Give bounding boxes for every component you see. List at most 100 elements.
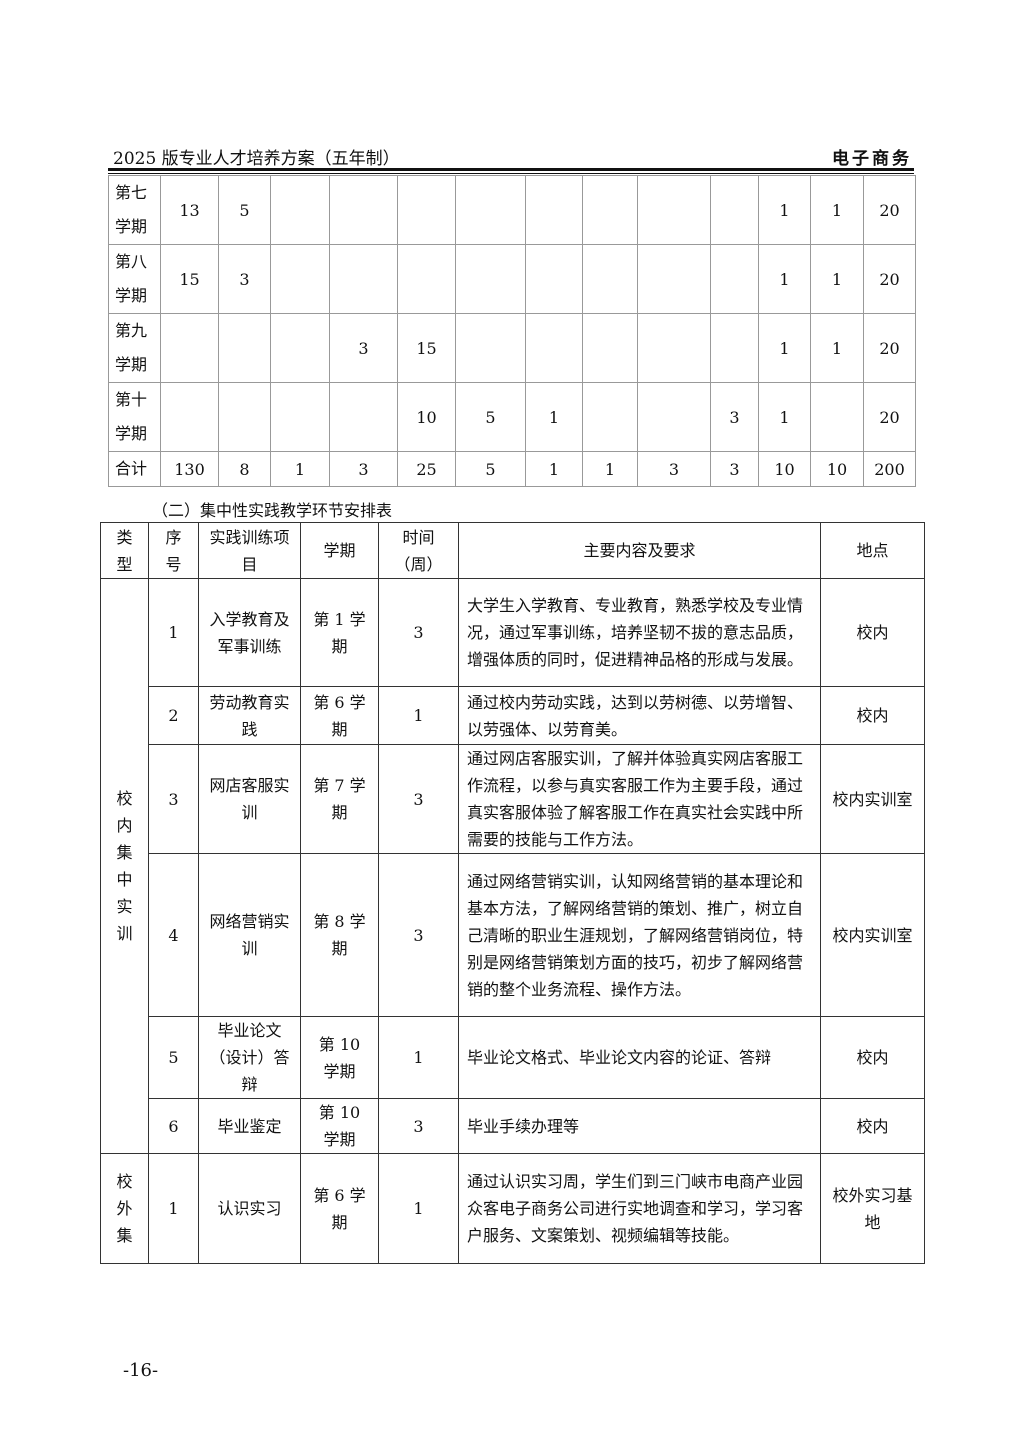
semester-cell: 第 1 学期 — [300, 578, 379, 687]
table-cell: 1 — [810, 313, 864, 383]
table-row: 2 劳动教育实践第 6 学期 1 通过校内劳动实践，达到以劳树德、以劳增智、 以劳强体… — [101, 686, 925, 745]
seq-cell: 5 — [148, 1016, 199, 1099]
semester-cell: 第 6 学期 — [300, 1153, 379, 1264]
weeks-allocation-table: 第七学期 13 5 1 1 20 第八学期 15 3 1 1 20 第九学期 3 15 1 1 20 第十学期 10 5… — [108, 175, 916, 487]
table-cell: 1 — [810, 175, 864, 245]
content-cell: 毕业论文格式、毕业论文内容的论证、答辩 — [458, 1016, 821, 1099]
table-cell: 1 — [810, 244, 864, 314]
table-cell — [582, 244, 638, 314]
semester-label: 第九学期 — [108, 313, 161, 383]
semester-cell: 第 6 学期 — [300, 686, 379, 745]
table-cell — [525, 313, 583, 383]
table-cell: 1 — [758, 382, 811, 452]
table-cell: 3 — [710, 451, 759, 487]
table-cell — [270, 175, 330, 245]
table-cell: 3 — [710, 382, 759, 452]
column-header: 序号 — [148, 522, 199, 579]
table-cell — [582, 382, 638, 452]
table-row: 校外集 1 认识实习第 6 学期 1 通过认识实习周，学生们到三门峡市电商产业园众客电子… — [100, 1153, 925, 1264]
item-cell: 网店客服实训 — [198, 744, 301, 854]
type-cell: 校外集 — [100, 1153, 149, 1264]
seq-cell: 2 — [148, 686, 199, 745]
weeks-cell: 1 — [378, 686, 459, 745]
header-major: 电子商务 — [832, 149, 912, 169]
table-caption: （二）集中性实践教学环节安排表 — [152, 501, 393, 520]
seq-cell: 3 — [148, 744, 199, 854]
weeks-cell: 3 — [378, 853, 459, 1017]
weeks-cell: 3 — [378, 578, 459, 687]
table-row: 第七学期 13 5 1 1 20 — [108, 175, 916, 245]
seq-cell: 1 — [148, 1153, 199, 1264]
column-header: 地点 — [820, 522, 925, 579]
table-cell: 13 — [160, 175, 219, 245]
table-row: 4 网络营销实训第 8 学期 3 通过网络营销实训，认知网络营销的基本理论和基本方法，… — [101, 853, 925, 1017]
location-cell: 校内 — [820, 1098, 925, 1154]
table-cell: 15 — [397, 313, 456, 383]
semester-label: 第八学期 — [108, 244, 161, 314]
content-cell: 大学生入学教育、专业教育，熟悉学校及专业情况，通过军事训练，培养坚韧不拔的意志品… — [458, 578, 821, 687]
table-cell — [160, 313, 219, 383]
table-cell — [637, 313, 711, 383]
table-cell — [637, 382, 711, 452]
table-cell: 25 — [397, 451, 456, 487]
column-header: 类型 — [100, 522, 149, 579]
table-cell — [455, 313, 526, 383]
table-row: 6 毕业鉴定第 10 学期 3 毕业手续办理等 校内 — [101, 1098, 925, 1154]
table-cell: 1 — [582, 451, 638, 487]
table-cell — [218, 313, 271, 383]
table-cell — [637, 175, 711, 245]
item-cell: 网络营销实训 — [198, 853, 301, 1017]
table-cell: 5 — [218, 175, 271, 245]
table-cell: 20 — [863, 244, 916, 314]
table-cell — [455, 244, 526, 314]
table-cell — [637, 244, 711, 314]
weeks-cell: 1 — [378, 1153, 459, 1264]
seq-cell: 6 — [148, 1098, 199, 1154]
content-cell: 通过网络营销实训，认知网络营销的基本理论和基本方法，了解网络营销的策划、推广，树… — [458, 853, 821, 1017]
table-cell: 1 — [758, 244, 811, 314]
page-number: -16- — [123, 1360, 159, 1381]
semester-cell: 第 8 学期 — [300, 853, 379, 1017]
type-cell: 校内集中实训 — [100, 578, 149, 1154]
location-cell: 校内 — [820, 578, 925, 687]
location-cell: 校外实习基地 — [820, 1153, 925, 1264]
total-row: 合计 130 8 1 3 25 5 1 1 3 3 10 10 200 — [108, 451, 916, 487]
table-cell — [160, 382, 219, 452]
weeks-cell: 3 — [378, 744, 459, 854]
table-row: 第九学期 3 15 1 1 20 — [108, 313, 916, 383]
total-label: 合计 — [108, 451, 161, 487]
table-cell — [270, 382, 330, 452]
practice-schedule-table: 类型 序号 实践训练项目 学期 时间（周） 主要内容及要求 地点 校内集中实训 1 入学教育及军事… — [100, 522, 925, 1264]
semester-label: 第七学期 — [108, 175, 161, 245]
seq-cell: 4 — [148, 853, 199, 1017]
semester-cell: 第 10 学期 — [300, 1016, 379, 1099]
table-row: 第十学期 10 5 1 3 1 20 — [108, 382, 916, 452]
column-header: 实践训练项目 — [198, 522, 301, 579]
table-cell — [810, 382, 864, 452]
table-row: 第八学期 15 3 1 1 20 — [108, 244, 916, 314]
table-cell — [455, 175, 526, 245]
content-cell: 通过认识实习周，学生们到三门峡市电商产业园众客电子商务公司进行实地调查和学习，学… — [458, 1153, 821, 1264]
table-cell: 1 — [525, 451, 583, 487]
semester-label: 第十学期 — [108, 382, 161, 452]
item-cell: 毕业鉴定 — [198, 1098, 301, 1154]
table-cell — [270, 313, 330, 383]
header-rule — [108, 168, 914, 171]
table-cell — [218, 382, 271, 452]
table-cell — [397, 244, 456, 314]
table-cell: 20 — [863, 175, 916, 245]
table-cell: 10 — [397, 382, 456, 452]
table-row: 校内集中实训 1 入学教育及军事训练第 1 学期 3 大学生入学教育、专业教育，熟悉学校… — [100, 578, 925, 1154]
table-cell — [525, 244, 583, 314]
content-cell: 通过校内劳动实践，达到以劳树德、以劳增智、 以劳强体、以劳育美。 — [458, 686, 821, 745]
table-cell — [710, 313, 759, 383]
weeks-cell: 3 — [378, 1098, 459, 1154]
table-cell — [397, 175, 456, 245]
table-cell: 15 — [160, 244, 219, 314]
table-cell — [270, 244, 330, 314]
table-cell: 20 — [863, 313, 916, 383]
semester-cell: 第 7 学期 — [300, 744, 379, 854]
seq-cell: 1 — [148, 578, 199, 687]
table-cell: 8 — [218, 451, 271, 487]
item-cell: 认识实习 — [198, 1153, 301, 1264]
